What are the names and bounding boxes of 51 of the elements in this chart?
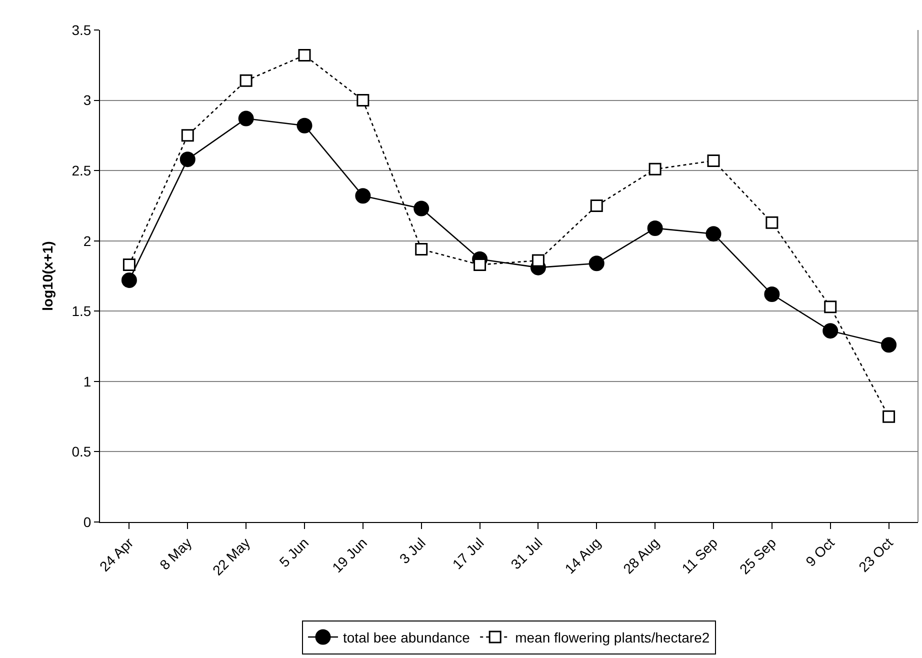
point <box>588 256 604 272</box>
point <box>822 323 838 339</box>
y-tick-label: 1.5 <box>72 303 92 320</box>
point <box>824 300 837 314</box>
y-tick-label: 3.5 <box>72 22 92 38</box>
point <box>474 258 486 271</box>
point <box>121 272 137 288</box>
point <box>240 74 252 87</box>
point <box>296 118 312 134</box>
point <box>881 337 897 353</box>
x-tick-label: 17 Jul <box>449 534 487 572</box>
point <box>180 152 196 168</box>
point <box>707 154 720 167</box>
x-tick-label: 11 Sep <box>678 534 721 577</box>
y-tick-label: 1 <box>83 373 92 390</box>
x-tick-label: 28 Aug <box>620 534 662 577</box>
point <box>764 286 780 302</box>
point <box>122 258 136 271</box>
x-tick-label: 23 Oct <box>855 534 896 576</box>
y-tick-label: 3 <box>83 92 92 108</box>
point <box>355 188 371 204</box>
x-tick-label: 5 Jun <box>276 534 312 570</box>
point <box>298 49 311 62</box>
x-tick-label: 25 Sep <box>736 534 780 578</box>
point <box>882 410 896 423</box>
x-tick-label: 31 Jul <box>508 534 546 572</box>
point <box>590 199 603 212</box>
y-tick-label: 2.5 <box>72 162 92 178</box>
point <box>415 243 428 256</box>
point <box>181 129 194 142</box>
x-tick-label: 22 May <box>209 534 254 578</box>
x-tick-label: 3 Jul <box>396 534 428 567</box>
x-tick-label: 9 Oct <box>802 534 838 570</box>
x-tick-label: 8 May <box>156 534 195 573</box>
point <box>766 216 778 229</box>
point <box>648 162 662 176</box>
y-axis-title: log10(x+1) <box>39 241 56 311</box>
point <box>238 110 254 126</box>
y-tick-label: 2 <box>83 232 92 249</box>
x-tick-label: 19 Jun <box>328 534 370 576</box>
legend-label: mean flowering plants/hectare2 <box>515 629 710 646</box>
point <box>532 254 544 267</box>
x-tick-label: 24 Apr <box>96 534 137 574</box>
point <box>414 200 430 216</box>
legend-label: total bee abundance <box>343 629 470 646</box>
point <box>706 226 722 242</box>
point <box>356 94 370 107</box>
x-tick-label: 14 Aug <box>562 534 604 577</box>
y-tick-label: 0 <box>83 514 92 530</box>
y-tick-label: 0.5 <box>72 444 92 460</box>
point <box>647 220 663 236</box>
